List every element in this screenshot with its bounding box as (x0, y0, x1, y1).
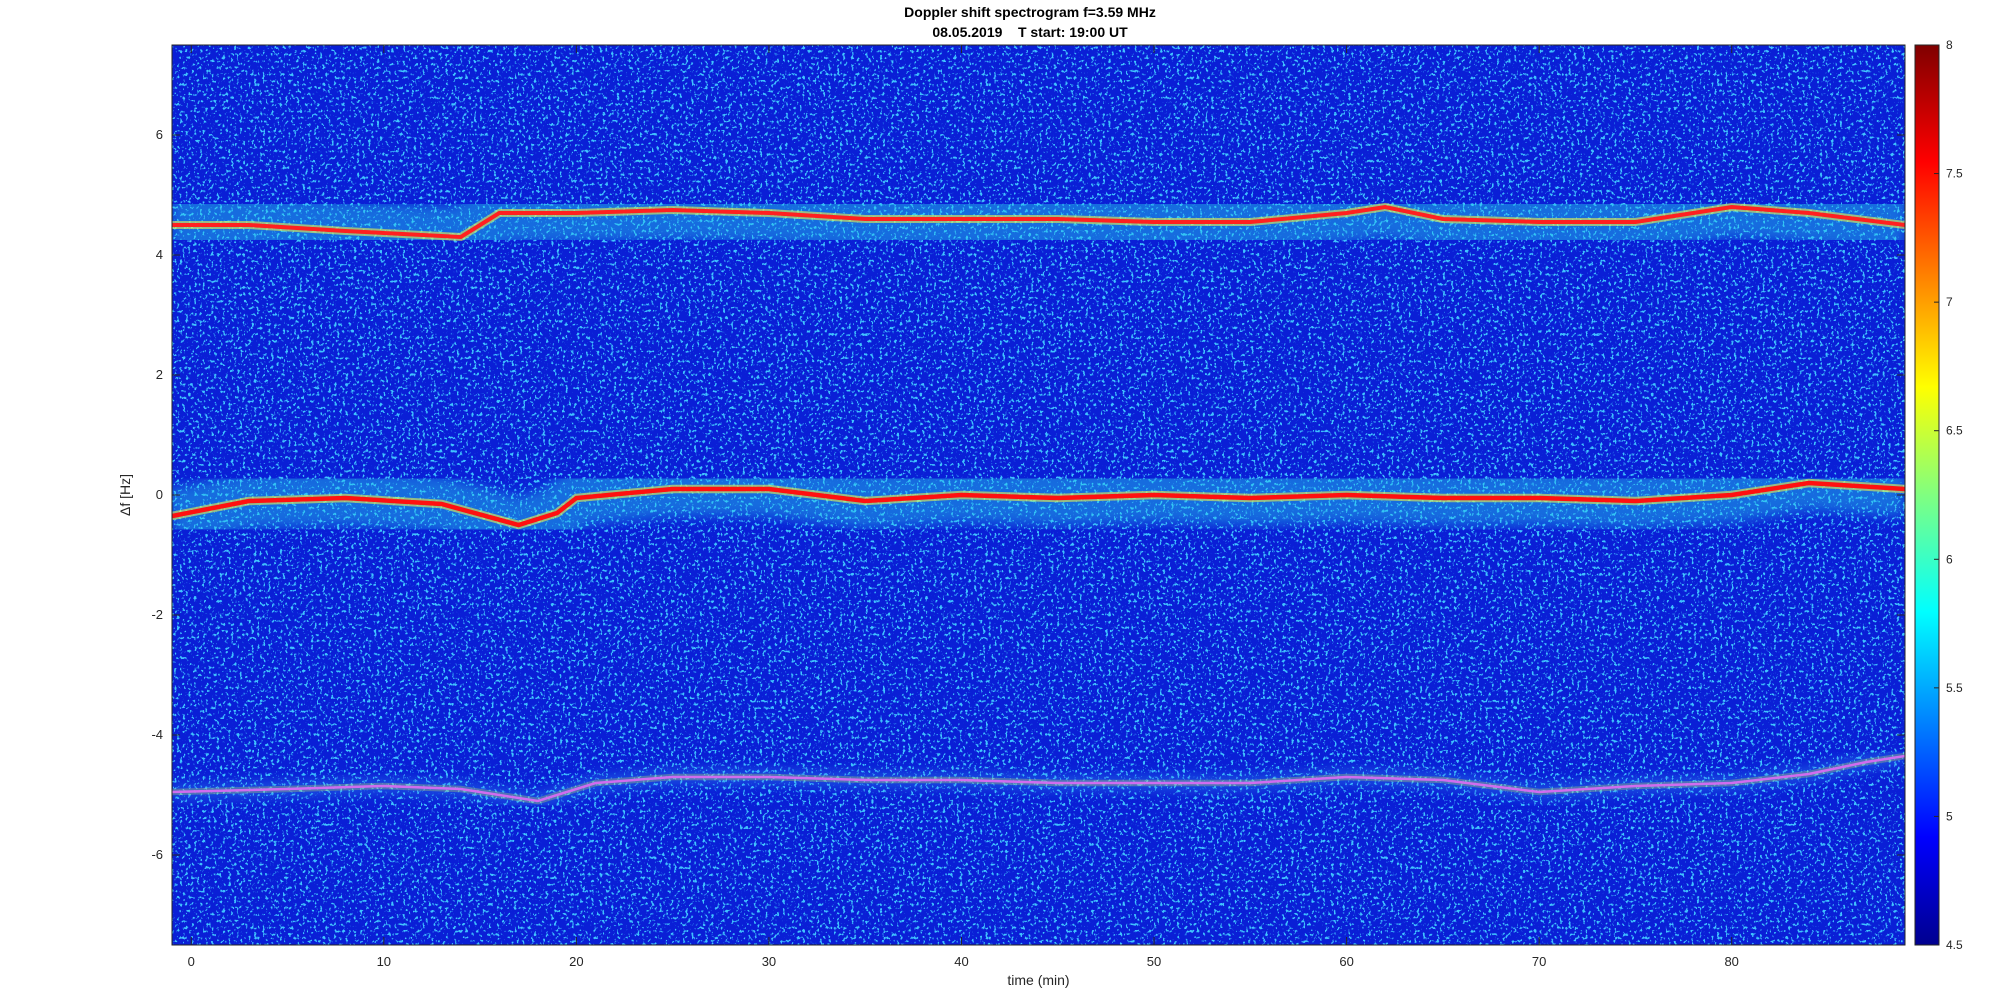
colorbar-tick-label: 7.5 (1946, 167, 1963, 181)
colorbar-ticks: 4.5 5 5.5 6 6.5 7 7.5 8 (1934, 38, 1963, 952)
y-axis-label: Δf [Hz] (117, 474, 133, 516)
y-tick-label: 4 (156, 247, 163, 262)
plot-area (172, 45, 1905, 945)
x-axis-label: time (min) (1007, 972, 1069, 988)
signal-trace-layer (172, 202, 1905, 805)
y-tick-label: -2 (151, 607, 163, 622)
x-axis: 0 10 20 30 40 50 60 70 80 (188, 45, 1739, 969)
x-tick-label: 20 (569, 954, 583, 969)
x-tick-label: 10 (377, 954, 391, 969)
chart-title: Doppler shift spectrogram f=3.59 MHz (904, 4, 1156, 20)
x-tick-label: 0 (188, 954, 195, 969)
colorbar: 4.5 5 5.5 6 6.5 7 7.5 8 (1914, 38, 1963, 952)
colorbar-tick-label: 8 (1946, 38, 1953, 52)
colorbar-gradient (1914, 44, 1940, 946)
colorbar-tick-label: 6.5 (1946, 424, 1963, 438)
y-tick-label: 0 (156, 487, 163, 502)
signal-trace-3 (172, 754, 1905, 803)
x-tick-label: 70 (1532, 954, 1546, 969)
colorbar-tick-label: 5.5 (1946, 681, 1963, 695)
x-tick-label: 50 (1147, 954, 1161, 969)
chart-subtitle: 08.05.2019 T start: 19:00 UT (932, 24, 1128, 40)
y-tick-label: 2 (156, 367, 163, 382)
x-tick-label: 60 (1339, 954, 1353, 969)
y-tick-label: 6 (156, 127, 163, 142)
colorbar-tick-label: 7 (1946, 295, 1953, 309)
y-tick-label: -6 (151, 847, 163, 862)
y-tick-label: -4 (151, 727, 163, 742)
x-tick-label: 80 (1724, 954, 1738, 969)
signal-trace-1 (172, 204, 1905, 240)
colorbar-tick-label: 5 (1946, 809, 1953, 823)
colorbar-tick-label: 6 (1946, 552, 1953, 566)
x-tick-label: 30 (762, 954, 776, 969)
signal-trace-2 (172, 480, 1905, 528)
x-tick-label: 40 (954, 954, 968, 969)
y-axis: -6 -4 -2 0 2 4 6 (151, 127, 1905, 862)
colorbar-tick-label: 4.5 (1946, 938, 1963, 952)
